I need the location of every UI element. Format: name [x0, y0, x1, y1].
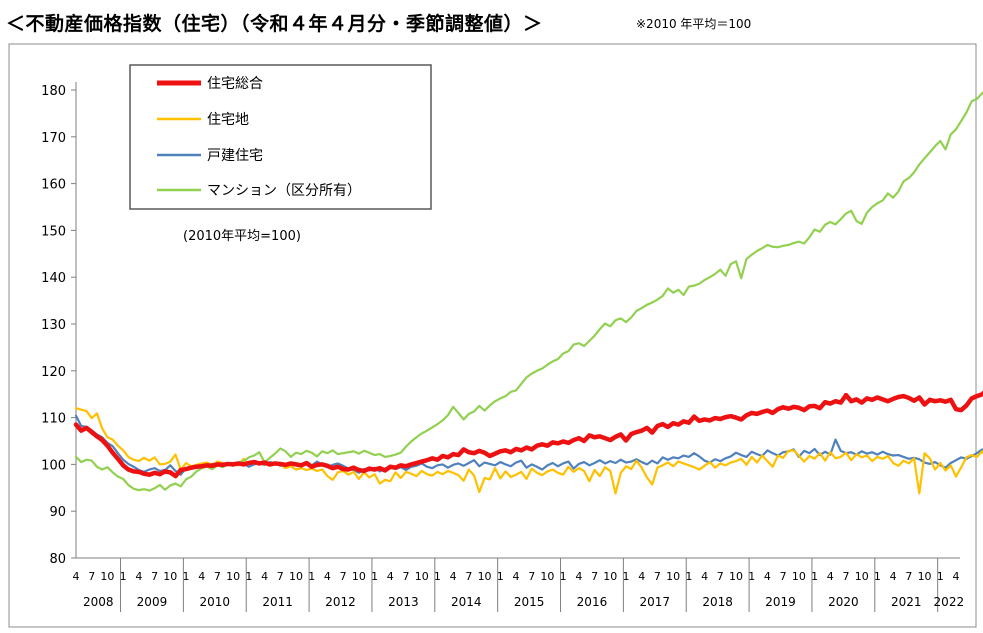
year-label: 2020 — [828, 595, 859, 609]
year-label: 2015 — [514, 595, 545, 609]
month-tick-label: 10 — [540, 570, 554, 583]
y-tick-label: 100 — [41, 458, 66, 473]
month-tick-label: 4 — [135, 570, 142, 583]
month-tick-label: 1 — [434, 570, 441, 583]
month-tick-label: 1 — [748, 570, 755, 583]
month-tick-label: 10 — [163, 570, 177, 583]
base-year-note: ※2010 年平均＝100 — [636, 17, 752, 31]
series-line-0 — [73, 390, 983, 479]
month-tick-label: 10 — [792, 570, 806, 583]
y-tick-label: 170 — [41, 131, 66, 146]
month-tick-label: 10 — [478, 570, 492, 583]
axes: 80 90 100 110 120 130 140 150 160 170 180 — [41, 82, 960, 567]
month-tick-label: 7 — [340, 570, 347, 583]
year-label: 2019 — [765, 595, 796, 609]
legend-label: マンション（区分所有） — [207, 183, 361, 199]
year-label: 2021 — [891, 595, 922, 609]
month-tick-label: 4 — [324, 570, 331, 583]
month-tick-label: 4 — [764, 570, 771, 583]
year-label: 2014 — [451, 595, 482, 609]
month-tick-label: 10 — [855, 570, 869, 583]
month-tick-label: 4 — [638, 570, 645, 583]
year-label: 2022 — [934, 595, 965, 609]
month-tick-label: 4 — [890, 570, 897, 583]
month-tick-label: 7 — [528, 570, 535, 583]
year-label: 2018 — [702, 595, 733, 609]
month-tick-label: 10 — [100, 570, 114, 583]
month-tick-label: 1 — [811, 570, 818, 583]
series-line-1 — [74, 407, 983, 495]
month-tick-label: 7 — [277, 570, 284, 583]
month-tick-label: 4 — [701, 570, 708, 583]
month-tick-label: 7 — [654, 570, 661, 583]
y-tick-label: 140 — [41, 271, 66, 286]
month-tick-label: 4 — [261, 570, 268, 583]
month-tick-label: 1 — [685, 570, 692, 583]
month-tick-label: 4 — [827, 570, 834, 583]
month-tick-label: 7 — [465, 570, 472, 583]
month-tick-label: 10 — [352, 570, 366, 583]
legend-label: 戸建住宅 — [207, 148, 263, 164]
month-tick-label: 1 — [183, 570, 190, 583]
month-tick-label: 10 — [729, 570, 743, 583]
month-tick-label: 7 — [591, 570, 598, 583]
year-label: 2013 — [388, 595, 419, 609]
month-tick-label: 10 — [603, 570, 617, 583]
month-tick-label: 4 — [953, 570, 960, 583]
y-tick-label: 80 — [49, 552, 66, 567]
year-label: 2008 — [83, 595, 114, 609]
month-tick-label: 1 — [120, 570, 127, 583]
month-tick-label: 1 — [371, 570, 378, 583]
y-tick-label: 160 — [41, 178, 66, 193]
month-tick-label: 1 — [937, 570, 944, 583]
month-tick-label: 4 — [198, 570, 205, 583]
page-title: ＜不動産価格指数（住宅）（令和４年４月分・季節調整値）＞ — [6, 13, 543, 35]
month-tick-label: 7 — [88, 570, 95, 583]
year-label: 2017 — [640, 595, 671, 609]
month-tick-label: 1 — [874, 570, 881, 583]
month-tick-label: 1 — [308, 570, 315, 583]
month-tick-label: 1 — [245, 570, 252, 583]
y-tick-label: 120 — [41, 365, 66, 380]
month-tick-label: 4 — [575, 570, 582, 583]
month-tick-label: 10 — [226, 570, 240, 583]
month-tick-label: 1 — [623, 570, 630, 583]
month-tick-label: 7 — [403, 570, 410, 583]
y-tick-label: 130 — [41, 318, 66, 333]
legend-label: 住宅地 — [207, 112, 249, 128]
month-tick-label: 7 — [780, 570, 787, 583]
y-tick-label: 90 — [49, 505, 66, 520]
month-tick-label: 7 — [214, 570, 221, 583]
month-tick-label: 4 — [387, 570, 394, 583]
month-tick-label: 10 — [918, 570, 932, 583]
month-tick-label: 10 — [415, 570, 429, 583]
month-tick-label: 1 — [560, 570, 567, 583]
month-tick-label: 7 — [151, 570, 158, 583]
year-label: 2016 — [577, 595, 608, 609]
y-tick-label: 150 — [41, 224, 66, 239]
legend-box — [129, 64, 432, 210]
y-tick-label: 180 — [41, 84, 66, 99]
series-lines — [73, 90, 983, 495]
month-tick-label: 1 — [497, 570, 504, 583]
inner-note: (2010年平均=100) — [183, 229, 301, 244]
year-label: 2012 — [325, 595, 356, 609]
y-tick-label: 110 — [41, 412, 66, 427]
year-label: 2010 — [200, 595, 231, 609]
month-tick-label: 4 — [513, 570, 520, 583]
month-tick-label: 4 — [450, 570, 457, 583]
month-tick-label: 7 — [843, 570, 850, 583]
legend-label: 住宅総合 — [207, 76, 263, 92]
month-tick-label: 4 — [73, 570, 80, 583]
month-tick-label: 7 — [905, 570, 912, 583]
year-label: 2009 — [137, 595, 168, 609]
month-tick-label: 10 — [666, 570, 680, 583]
month-tick-label: 10 — [289, 570, 303, 583]
year-label: 2011 — [262, 595, 293, 609]
month-tick-label: 7 — [717, 570, 724, 583]
